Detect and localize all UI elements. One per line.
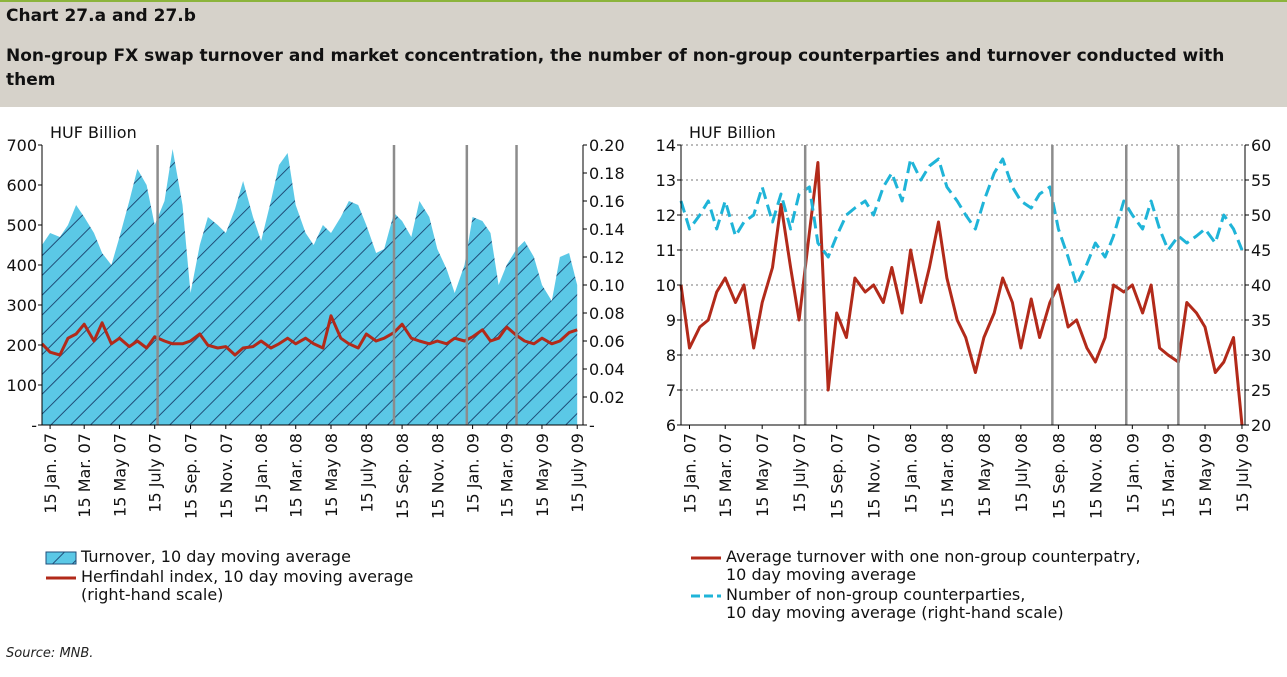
source: Source: MNB. <box>6 646 94 661</box>
legend-swatch <box>691 594 721 598</box>
x-tick-label: 15 May 07 <box>753 433 772 517</box>
swatch-area <box>45 551 77 565</box>
y-tick-label: 300 <box>6 296 37 315</box>
y-tick-label: 700 <box>6 136 37 155</box>
y2-tick-label: 45 <box>1251 241 1271 260</box>
y-axis-label: HUF Billion <box>50 123 137 142</box>
y2-tick-label: 0.12 <box>589 248 625 267</box>
x-tick-label: 15 July 08 <box>1012 433 1031 513</box>
x-tick-label: 15 Mar. 07 <box>716 433 735 518</box>
legend-label: Number of non-group counterparties, 10 d… <box>726 585 1064 622</box>
y-tick-label: 11 <box>656 241 676 260</box>
header: Chart 27.a and 27.b Non-group FX swap tu… <box>0 0 1287 107</box>
y2-tick-label: 0.16 <box>589 192 625 211</box>
x-tick-label: 15 May 08 <box>975 433 994 517</box>
y-tick-label: 10 <box>656 276 676 295</box>
y-tick-label: 7 <box>666 381 676 400</box>
y-tick-label: 500 <box>6 216 37 235</box>
x-tick-label: 15 Mar. 08 <box>938 433 957 518</box>
y2-tick-label: 40 <box>1251 276 1271 295</box>
y2-tick-label: 60 <box>1251 136 1271 155</box>
y2-tick-label: 0.18 <box>589 164 625 183</box>
legend: Average turnover with one non-group coun… <box>690 548 1141 624</box>
line <box>40 314 578 357</box>
x-tick-label: 15 July 07 <box>146 433 165 513</box>
x-tick-label: 15 May 09 <box>1196 433 1215 517</box>
y2-tick-label: 0.06 <box>589 332 625 351</box>
x-tick-label: 15 Mar. 09 <box>1159 433 1178 518</box>
x-tick-label: 15 Jan. 07 <box>680 433 699 514</box>
legend-item: Average turnover with one non-group coun… <box>690 548 1141 584</box>
y2-tick-label: 20 <box>1251 416 1271 435</box>
line <box>679 161 1244 426</box>
y2-tick-label: 25 <box>1251 381 1271 400</box>
area <box>42 149 578 425</box>
x-tick-label: 15 Nov. 07 <box>865 433 884 519</box>
header-title: Chart 27.a and 27.b <box>6 6 196 26</box>
x-tick-label: 15 Nov. 08 <box>1086 433 1105 519</box>
y2-tick-label: 30 <box>1251 346 1271 365</box>
x-tick-label: 15 Mar. 07 <box>75 433 94 518</box>
x-tick-label: 15 Sep. 08 <box>393 433 412 519</box>
legend-label: Turnover, 10 day moving average <box>81 547 351 566</box>
legend-swatch <box>45 551 77 565</box>
y2-tick-label: 55 <box>1251 171 1271 190</box>
x-tick-label: 15 July 07 <box>790 433 809 513</box>
x-tick-label: 15 Jan. 08 <box>902 433 921 514</box>
x-tick-label: 15 May 08 <box>322 433 341 517</box>
y-axis-label: HUF Billion <box>689 123 776 142</box>
y-tick-label: 200 <box>6 336 37 355</box>
x-tick-label: 15 Nov. 08 <box>428 433 447 519</box>
y-tick-label: 400 <box>6 256 37 275</box>
x-tick-label: 15 Jan. 09 <box>1123 433 1142 514</box>
line <box>679 157 1244 287</box>
y-tick-label: 8 <box>666 346 676 365</box>
x-tick-label: 15 May 09 <box>533 433 552 517</box>
y-tick-label: 12 <box>656 206 676 225</box>
y-tick-label: 9 <box>666 311 676 330</box>
legend-item: Herfindahl index, 10 day moving average … <box>45 568 413 604</box>
y-tick-label: 6 <box>666 416 676 435</box>
y2-tick-label: 0.10 <box>589 276 625 295</box>
legend-label: Average turnover with one non-group coun… <box>726 547 1141 584</box>
x-tick-label: 15 Nov. 07 <box>217 433 236 519</box>
legend: Turnover, 10 day moving average Herfindah… <box>45 548 413 606</box>
y2-tick-label: 0.08 <box>589 304 625 323</box>
x-tick-label: 15 Mar. 09 <box>498 433 517 518</box>
x-tick-label: 15 July 09 <box>568 433 587 513</box>
x-tick-label: 15 Sep. 07 <box>182 433 201 519</box>
y-tick-label: - <box>31 416 37 435</box>
y-tick-label: 100 <box>6 376 37 395</box>
y-tick-label: 13 <box>656 171 676 190</box>
y2-tick-label: 0.20 <box>589 136 625 155</box>
y2-tick-label: - <box>589 416 595 435</box>
header-subtitle: Non-group FX swap turnover and market co… <box>6 46 1225 90</box>
y2-tick-label: 35 <box>1251 311 1271 330</box>
x-tick-label: 15 Sep. 07 <box>828 433 847 519</box>
y-tick-label: 14 <box>656 136 676 155</box>
x-tick-label: 15 Jan. 09 <box>464 433 483 514</box>
legend-item: Number of non-group counterparties, 10 d… <box>690 586 1141 622</box>
y2-tick-label: 0.02 <box>589 388 625 407</box>
x-tick-label: 15 Mar. 08 <box>287 433 306 518</box>
x-tick-label: 15 July 09 <box>1233 433 1252 513</box>
x-tick-label: 15 Jan. 07 <box>41 433 60 514</box>
legend-swatch <box>691 556 721 560</box>
legend-item: Turnover, 10 day moving average <box>45 548 413 566</box>
legend-label: Herfindahl index, 10 day moving average … <box>81 567 414 604</box>
x-tick-label: 15 Sep. 08 <box>1049 433 1068 519</box>
x-tick-label: 15 Jan. 08 <box>252 433 271 514</box>
legend-swatch <box>46 576 76 580</box>
y2-tick-label: 0.04 <box>589 360 625 379</box>
y-tick-label: 600 <box>6 176 37 195</box>
y2-tick-label: 0.14 <box>589 220 625 239</box>
y2-tick-label: 50 <box>1251 206 1271 225</box>
x-tick-label: 15 May 07 <box>110 433 129 517</box>
x-tick-label: 15 July 08 <box>357 433 376 513</box>
